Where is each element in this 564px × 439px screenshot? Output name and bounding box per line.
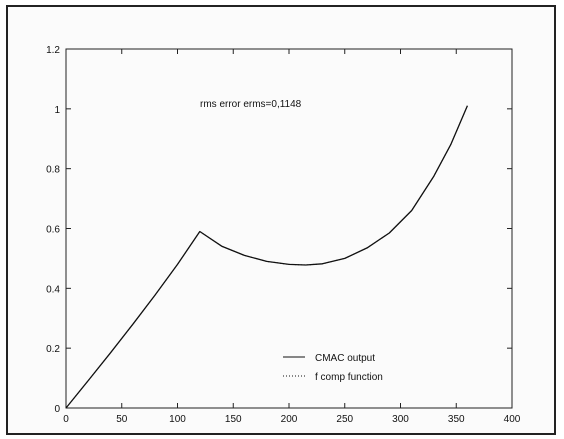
axis-ticks: 0 50 100 150 200 250 300 350 400 0 0.2 0.4 0.6 0.8 1 1.… bbox=[46, 45, 521, 425]
series-cmac-output-line bbox=[65, 105, 468, 409]
y-tick-label: 0.6 bbox=[46, 225, 60, 236]
series-f-comp-function-line bbox=[65, 105, 468, 409]
x-tick-label: 300 bbox=[392, 414, 409, 425]
y-tick-label: 0.8 bbox=[46, 165, 60, 176]
rms-error-annotation: rms error erms=0,1148 bbox=[200, 99, 302, 110]
x-tick-label: 400 bbox=[504, 414, 521, 425]
legend-label: f comp function bbox=[315, 372, 383, 383]
y-tick-label: 0.4 bbox=[46, 284, 60, 295]
x-tick-label: 50 bbox=[116, 414, 128, 425]
y-tick-label: 1.2 bbox=[46, 45, 60, 56]
x-tick-label: 150 bbox=[225, 414, 242, 425]
x-tick-label: 250 bbox=[336, 414, 353, 425]
x-tick-label: 0 bbox=[63, 414, 69, 425]
series-layer bbox=[65, 105, 468, 409]
x-tick-label: 100 bbox=[169, 414, 186, 425]
y-tick-label: 0.2 bbox=[46, 344, 60, 355]
x-tick-label: 350 bbox=[448, 414, 465, 425]
x-tick-label: 200 bbox=[281, 414, 298, 425]
legend: CMAC output f comp function bbox=[283, 353, 383, 383]
legend-label: CMAC output bbox=[315, 353, 375, 364]
y-tick-label: 1 bbox=[54, 105, 60, 116]
figure-frame bbox=[6, 5, 556, 435]
y-tick-label: 0 bbox=[54, 404, 60, 415]
